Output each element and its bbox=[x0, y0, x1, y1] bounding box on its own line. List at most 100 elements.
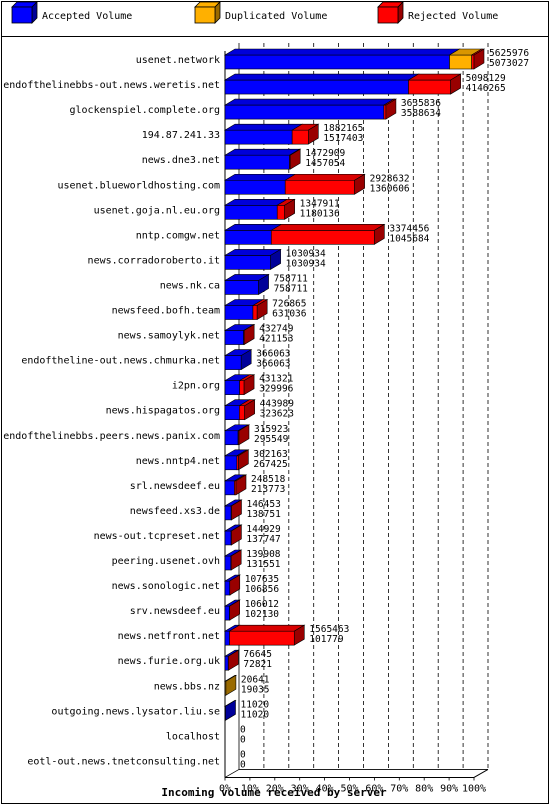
bar-rejected-side bbox=[229, 599, 240, 621]
value-total: 144929 bbox=[246, 524, 281, 535]
category-label: news-out.tcpreset.net bbox=[94, 531, 220, 542]
bar-accepted bbox=[224, 79, 409, 95]
bar-rejected bbox=[284, 179, 355, 195]
bar-accepted-top bbox=[223, 173, 297, 181]
value-total: 443989 bbox=[260, 399, 295, 410]
bar-accepted-top bbox=[223, 148, 301, 156]
bar-rejected-side bbox=[230, 549, 242, 571]
value-accepted: 0 bbox=[240, 759, 246, 770]
x-tick-label: 80% bbox=[415, 783, 433, 794]
bar-rejected-side bbox=[293, 624, 305, 646]
category-label: srv.newsdeef.eu bbox=[130, 606, 220, 617]
floor-left-line bbox=[224, 769, 240, 778]
category-label: i2pn.org bbox=[172, 381, 220, 392]
bar-rejected-side bbox=[354, 173, 365, 195]
category-label: endofthelinebbs.peers.news.panix.com bbox=[3, 431, 220, 442]
x-tick-label: 60% bbox=[365, 783, 383, 794]
category-label: newsfeed.xs3.de bbox=[130, 506, 220, 517]
bar-accepted-top bbox=[223, 73, 420, 81]
bar-accepted bbox=[224, 655, 229, 671]
category-label: glockenspiel.complete.org bbox=[69, 105, 220, 116]
bar-rejected-side bbox=[243, 324, 255, 346]
value-total: 3374456 bbox=[389, 223, 429, 234]
bar-accepted bbox=[224, 129, 293, 145]
x-tick-label: 40% bbox=[316, 783, 334, 794]
legend-label-duplicated: Duplicated Volume bbox=[225, 11, 327, 22]
x-tick-label: 70% bbox=[390, 783, 408, 794]
bar-rejected bbox=[471, 54, 475, 70]
value-total: 0 bbox=[240, 749, 246, 760]
x-tick-label: 0% bbox=[219, 783, 231, 794]
bar-rejected-top bbox=[284, 173, 366, 181]
category-label: usenet.network bbox=[136, 55, 220, 66]
value-accepted: 106856 bbox=[245, 584, 280, 595]
bar-rejected-top bbox=[270, 224, 386, 231]
value-accepted: 138751 bbox=[246, 509, 281, 520]
value-accepted: 758711 bbox=[274, 283, 309, 294]
bar-rejected-side bbox=[450, 73, 461, 95]
bar-accepted bbox=[224, 179, 286, 195]
bar-accepted bbox=[224, 104, 385, 120]
bar-rejected bbox=[270, 230, 375, 245]
bar-rejected-side bbox=[385, 98, 397, 120]
bar-rejected-side bbox=[473, 48, 485, 70]
bar-rejected-side bbox=[231, 499, 242, 521]
value-total: 1030934 bbox=[286, 248, 326, 259]
bar-duplicated-side bbox=[225, 674, 237, 696]
bar-rejected-side bbox=[244, 399, 255, 421]
bar-accepted-top bbox=[223, 48, 461, 56]
bar-accepted bbox=[224, 605, 230, 621]
bar-accepted-top bbox=[223, 123, 304, 131]
value-total: 432749 bbox=[259, 324, 294, 335]
category-label: peering.usenet.ovh bbox=[112, 556, 220, 567]
value-total: 3635836 bbox=[401, 98, 441, 109]
value-accepted: 366063 bbox=[256, 359, 290, 370]
bar-rejected bbox=[239, 380, 245, 395]
value-accepted: 1030934 bbox=[286, 258, 326, 269]
value-total: 1472909 bbox=[305, 148, 345, 159]
category-label: news.nntp4.net bbox=[136, 456, 220, 467]
bar-rejected-side bbox=[235, 474, 247, 496]
bar-rejected bbox=[239, 405, 245, 421]
bar-accepted bbox=[224, 205, 278, 220]
value-accepted: 267425 bbox=[253, 459, 287, 470]
value-total: 146453 bbox=[246, 499, 280, 510]
x-tick-label: 50% bbox=[340, 783, 358, 794]
category-label: news.furie.org.uk bbox=[118, 656, 220, 667]
category-label: news.corradoroberto.it bbox=[88, 255, 220, 266]
value-accepted: 5073027 bbox=[489, 58, 529, 69]
bar-duplicated bbox=[449, 54, 472, 70]
value-total: 11020 bbox=[240, 699, 269, 710]
x-axis-depth bbox=[473, 769, 489, 778]
value-accepted: 1045684 bbox=[389, 233, 429, 244]
bar-rejected bbox=[383, 104, 387, 120]
legend-swatch-duplicated bbox=[194, 6, 216, 24]
bar-accepted bbox=[224, 255, 271, 270]
value-accepted: 1457054 bbox=[305, 158, 345, 169]
value-accepted: 329996 bbox=[259, 384, 294, 395]
category-label: newsfeed.bofh.team bbox=[112, 306, 220, 317]
bar-accepted bbox=[224, 355, 242, 370]
bar-accepted-side bbox=[225, 699, 236, 721]
bar-rejected-side bbox=[256, 298, 268, 321]
category-label: 194.87.241.33 bbox=[142, 130, 220, 141]
bar-accepted-top bbox=[223, 98, 395, 106]
value-accepted: 1180136 bbox=[300, 208, 340, 219]
value-total: 1882165 bbox=[323, 123, 363, 134]
value-accepted: 11020 bbox=[240, 709, 269, 720]
value-accepted: 4146265 bbox=[466, 83, 506, 94]
bar-accepted bbox=[224, 380, 240, 395]
value-accepted: 323623 bbox=[260, 409, 294, 420]
value-total: 106012 bbox=[245, 599, 279, 610]
category-label: news.dne3.net bbox=[142, 155, 220, 166]
value-total: 1347911 bbox=[300, 198, 340, 209]
value-total: 5098129 bbox=[466, 73, 506, 84]
bar-rejected bbox=[252, 305, 258, 320]
value-total: 431321 bbox=[259, 374, 294, 385]
value-accepted: 421153 bbox=[259, 334, 293, 345]
bar-rejected-side bbox=[238, 449, 249, 471]
bar-rejected-top bbox=[228, 624, 306, 632]
bar-rejected-side bbox=[238, 424, 250, 446]
legend-swatch-accepted bbox=[11, 6, 33, 24]
